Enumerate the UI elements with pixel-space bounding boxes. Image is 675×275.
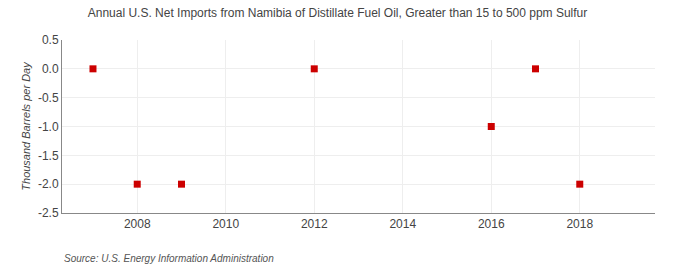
svg-text:0.0: 0.0 <box>42 62 59 76</box>
svg-text:2008: 2008 <box>124 217 151 231</box>
svg-text:Thousand Barrels per Day: Thousand Barrels per Day <box>20 61 32 191</box>
svg-text:2012: 2012 <box>301 217 328 231</box>
svg-text:-0.5: -0.5 <box>38 91 59 105</box>
svg-text:2016: 2016 <box>478 217 505 231</box>
svg-text:-2.0: -2.0 <box>38 177 59 191</box>
svg-text:-1.5: -1.5 <box>38 149 59 163</box>
svg-text:2010: 2010 <box>212 217 239 231</box>
svg-text:Source: U.S. Energy Informatio: Source: U.S. Energy Information Administ… <box>64 253 274 264</box>
svg-text:Annual U.S. Net Imports from N: Annual U.S. Net Imports from Namibia of … <box>88 6 588 20</box>
svg-text:-2.5: -2.5 <box>38 206 59 220</box>
svg-text:-1.0: -1.0 <box>38 120 59 134</box>
svg-text:2014: 2014 <box>389 217 416 231</box>
svg-text:0.5: 0.5 <box>42 33 59 47</box>
svg-text:2018: 2018 <box>566 217 593 231</box>
